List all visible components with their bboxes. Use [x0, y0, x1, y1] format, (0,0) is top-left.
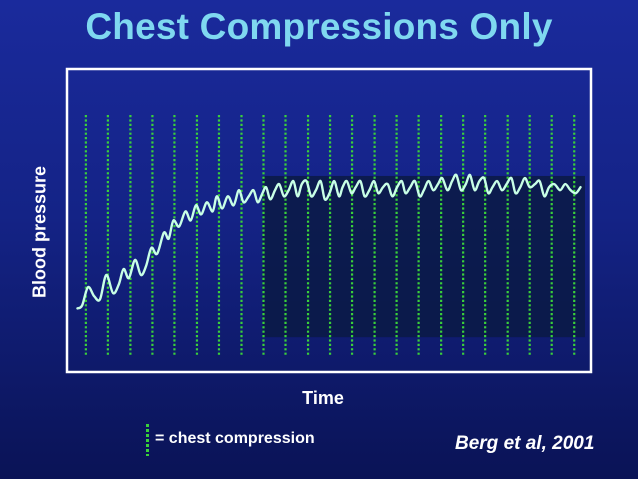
legend-compression-marker	[146, 424, 149, 456]
highlight-region	[262, 175, 585, 338]
y-axis-label: Blood pressure	[29, 165, 50, 299]
x-axis-label: Time	[302, 388, 344, 408]
citation: Berg et al, 2001	[455, 433, 595, 454]
legend-label: = chest compression	[155, 430, 315, 447]
highlight-box	[262, 175, 585, 338]
compression-lines	[84, 115, 576, 356]
plot-border	[65, 67, 593, 374]
blood-pressure-curve	[76, 173, 582, 310]
pressure-curve-group	[76, 173, 582, 310]
slide-title: Chest Compressions Only	[85, 6, 553, 47]
plot-frame	[65, 67, 593, 374]
